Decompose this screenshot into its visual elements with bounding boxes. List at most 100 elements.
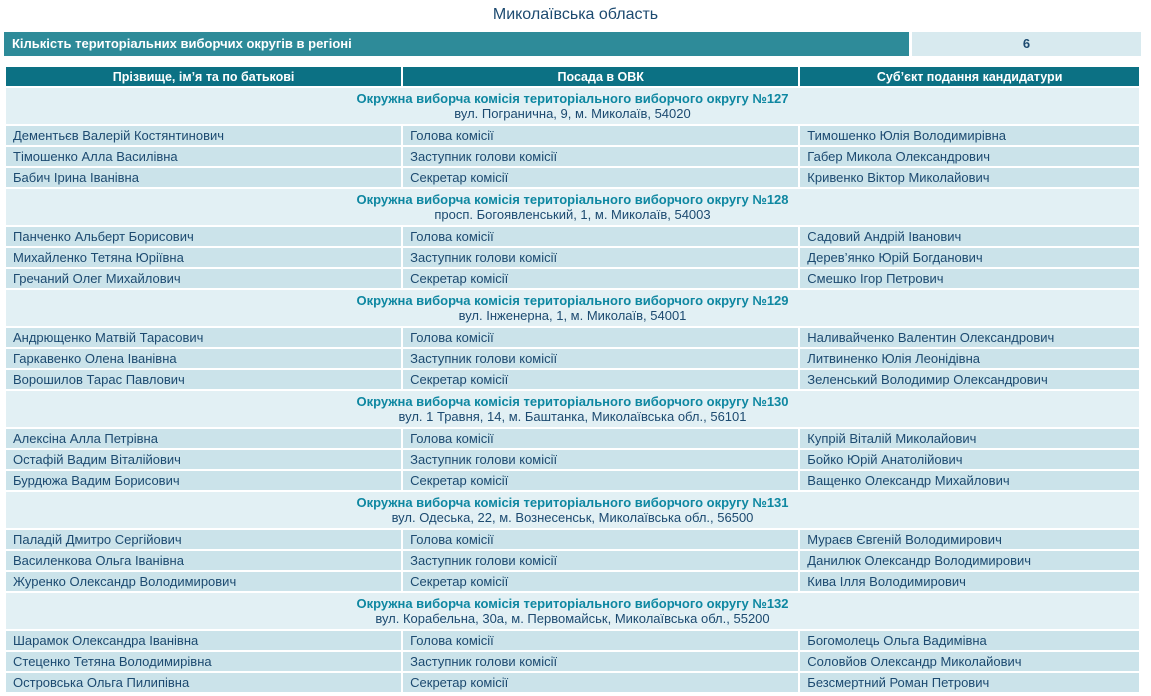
table-row: Панченко Альберт Борисович Голова комісії… [6,227,1139,246]
member-name-cell: Бабич Ірина Іванівна [6,168,402,187]
member-name-cell: Михайленко Тетяна Юріївна [6,248,402,267]
commission-group-header: Окружна виборча комісія територіального … [6,492,1139,528]
submitter-cell: Соловйов Олександр Миколайович [800,652,1139,671]
table-row: Ворошилов Тарас Павлович Секретар комісії… [6,370,1139,389]
position-cell: Секретар комісії [403,168,799,187]
commission-address: вул. 1 Травня, 14, м. Баштанка, Миколаїв… [398,409,747,424]
table-row: Гречаний Олег Михайлович Секретар комісії… [6,269,1139,288]
column-header-position: Посада в ОВК [403,67,799,86]
position-cell: Заступник голови комісії [403,349,799,368]
submitter-cell: Садовий Андрій Іванович [800,227,1139,246]
submitter-cell: Ващенко Олександр Михайлович [800,471,1139,490]
commission-group-cell: Окружна виборча комісія територіального … [6,290,1139,326]
submitter-cell: Безсмертний Роман Петрович [800,673,1139,692]
position-cell: Голова комісії [403,328,799,347]
table-row: Бурдюжа Вадим Борисович Секретар комісії В… [6,471,1139,490]
table-header-row: Прізвище, ім’я та по батькові Посада в О… [6,67,1139,86]
commission-group-cell: Окружна виборча комісія територіального … [6,189,1139,225]
submitter-cell: Наливайченко Валентин Олександрович [800,328,1139,347]
commission-group-header: Окружна виборча комісія територіального … [6,290,1139,326]
region-count-label: Кількість територіальних виборчих округі… [4,32,912,56]
submitter-cell: Мураєв Євгеній Володимирович [800,530,1139,549]
submitter-cell: Бойко Юрій Анатолійович [800,450,1139,469]
position-cell: Секретар комісії [403,572,799,591]
commission-address: вул. Погранична, 9, м. Миколаїв, 54020 [454,106,691,121]
table-row: Паладій Дмитро Сергійович Голова комісії М… [6,530,1139,549]
position-cell: Секретар комісії [403,673,799,692]
table-row: Дементьєв Валерій Костянтинович Голова ко… [6,126,1139,145]
position-cell: Заступник голови комісії [403,248,799,267]
position-cell: Голова комісії [403,631,799,650]
commission-group-cell: Окружна виборча комісія територіального … [6,593,1139,629]
commission-group-header: Окружна виборча комісія територіального … [6,391,1139,427]
table-row: Михайленко Тетяна Юріївна Заступник голов… [6,248,1139,267]
member-name-cell: Василенкова Ольга Іванівна [6,551,402,570]
commission-group-header: Окружна виборча комісія територіального … [6,88,1139,124]
table-row: Остафій Вадим Віталійович Заступник голов… [6,450,1139,469]
commission-group-cell: Окружна виборча комісія територіального … [6,492,1139,528]
member-name-cell: Журенко Олександр Володимирович [6,572,402,591]
commission-title: Окружна виборча комісія територіального … [356,293,789,308]
table-row: Василенкова Ольга Іванівна Заступник голо… [6,551,1139,570]
region-count-value: 6 [912,32,1141,56]
position-cell: Заступник голови комісії [403,147,799,166]
table-row: Шарамок Олександра Іванівна Голова комісі… [6,631,1139,650]
position-cell: Голова комісії [403,429,799,448]
table-row: Гаркавенко Олена Іванівна Заступник голов… [6,349,1139,368]
table-row: Журенко Олександр Володимирович Секретар … [6,572,1139,591]
position-cell: Заступник голови комісії [403,450,799,469]
member-name-cell: Панченко Альберт Борисович [6,227,402,246]
column-header-submitter: Суб’єкт подання кандидатури [800,67,1139,86]
submitter-cell: Кривенко Віктор Миколайович [800,168,1139,187]
submitter-cell: Данилюк Олександр Володимирович [800,551,1139,570]
submitter-cell: Зеленський Володимир Олександрович [800,370,1139,389]
member-name-cell: Дементьєв Валерій Костянтинович [6,126,402,145]
table-row: Стеценко Тетяна Володимирівна Заступник г… [6,652,1139,671]
member-name-cell: Остафій Вадим Віталійович [6,450,402,469]
commission-title: Окружна виборча комісія територіального … [356,91,789,106]
commission-title: Окружна виборча комісія територіального … [356,394,789,409]
member-name-cell: Стеценко Тетяна Володимирівна [6,652,402,671]
commission-address: вул. Інженерна, 1, м. Миколаїв, 54001 [458,308,687,323]
position-cell: Голова комісії [403,126,799,145]
member-name-cell: Андрющенко Матвій Тарасович [6,328,402,347]
commissions-table: Прізвище, ім’я та по батькові Посада в О… [4,65,1141,694]
submitter-cell: Тимошенко Юлія Володимирівна [800,126,1139,145]
table-row: Бабич Ірина Іванівна Секретар комісії Крив… [6,168,1139,187]
commission-address: просп. Богоявленський, 1, м. Миколаїв, 5… [434,207,711,222]
member-name-cell: Шарамок Олександра Іванівна [6,631,402,650]
submitter-cell: Кива Ілля Володимирович [800,572,1139,591]
table-row: Тімошенко Алла Василівна Заступник голови… [6,147,1139,166]
submitter-cell: Габер Микола Олександрович [800,147,1139,166]
table-row: Алексіна Алла Петрівна Голова комісії Купр… [6,429,1139,448]
position-cell: Секретар комісії [403,471,799,490]
submitter-cell: Литвиненко Юлія Леонідівна [800,349,1139,368]
position-cell: Голова комісії [403,530,799,549]
commission-address: вул. Корабельна, 30а, м. Первомайськ, Ми… [375,611,770,626]
commission-group-header: Окружна виборча комісія територіального … [6,189,1139,225]
commission-address: вул. Одеська, 22, м. Вознесенськ, Микола… [391,510,754,525]
member-name-cell: Ворошилов Тарас Павлович [6,370,402,389]
submitter-cell: Купрій Віталій Миколайович [800,429,1139,448]
submitter-cell: Богомолець Ольга Вадимівна [800,631,1139,650]
position-cell: Заступник голови комісії [403,652,799,671]
position-cell: Голова комісії [403,227,799,246]
position-cell: Секретар комісії [403,269,799,288]
commission-title: Окружна виборча комісія територіального … [356,495,789,510]
member-name-cell: Гречаний Олег Михайлович [6,269,402,288]
table-row: Островська Ольга Пилипівна Секретар коміс… [6,673,1139,692]
commission-group-cell: Окружна виборча комісія територіального … [6,391,1139,427]
position-cell: Секретар комісії [403,370,799,389]
member-name-cell: Островська Ольга Пилипівна [6,673,402,692]
member-name-cell: Гаркавенко Олена Іванівна [6,349,402,368]
member-name-cell: Бурдюжа Вадим Борисович [6,471,402,490]
commission-group-cell: Окружна виборча комісія територіального … [6,88,1139,124]
column-header-name: Прізвище, ім’я та по батькові [6,67,402,86]
submitter-cell: Смешко Ігор Петрович [800,269,1139,288]
region-count-bar: Кількість територіальних виборчих округі… [4,32,1141,56]
position-cell: Заступник голови комісії [403,551,799,570]
commission-title: Окружна виборча комісія територіального … [356,192,789,207]
commission-group-header: Окружна виборча комісія територіального … [6,593,1139,629]
member-name-cell: Паладій Дмитро Сергійович [6,530,402,549]
